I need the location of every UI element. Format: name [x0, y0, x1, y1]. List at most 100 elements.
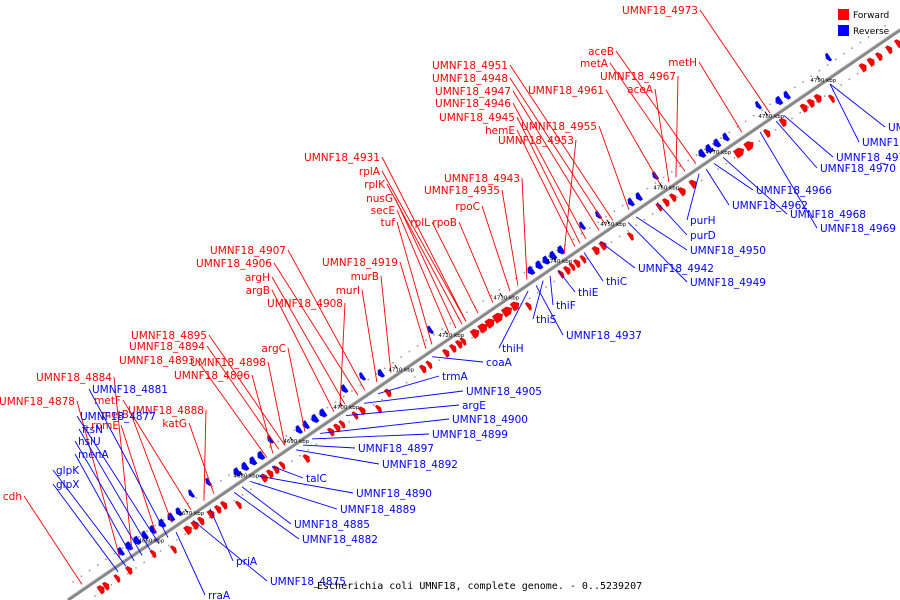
forward-gene-label: rpmE	[91, 420, 119, 432]
reverse-gene-arrow	[755, 100, 763, 110]
forward-gene-label: UMNF18_4888	[128, 405, 204, 417]
spacer-dot	[676, 196, 679, 199]
reverse-gene-arrow	[188, 489, 196, 498]
reverse-gene-label: UMNF18_4976	[888, 122, 900, 134]
reverse-leader-line	[557, 270, 576, 293]
spacer-dot	[228, 474, 230, 477]
reverse-gene-label: UMNF18_4962	[732, 200, 808, 212]
reverse-leader-line	[258, 475, 354, 494]
forward-leader-line	[122, 399, 192, 510]
spacer-dot	[299, 454, 301, 457]
spacer-dot	[621, 204, 624, 207]
reverse-gene-label: UMNF18_4937	[566, 330, 642, 342]
forward-gene-label: rplA	[359, 166, 381, 178]
forward-gene-arrow	[338, 420, 346, 429]
reverse-gene-label: UMNF18_4875	[270, 576, 346, 588]
forward-leader-line	[501, 189, 519, 286]
spacer-dot	[94, 595, 96, 597]
spacer-dot	[110, 583, 113, 586]
reverse-leader-line	[233, 491, 300, 540]
spacer-dot	[528, 297, 531, 300]
forward-gene-arrow	[572, 259, 581, 269]
forward-leader-line	[267, 361, 286, 446]
reverse-gene-arrow	[527, 265, 536, 275]
reverse-gene-label: talC	[306, 473, 327, 485]
spacer-dot	[416, 345, 419, 347]
reverse-gene-label: UMNF18_4970	[820, 163, 896, 175]
forward-gene-label: UMNF18_4967	[600, 71, 676, 83]
spacer-dot	[728, 131, 731, 134]
reverse-gene-label: UMNF18_4974	[862, 137, 900, 149]
forward-gene-label: UMNF18_4935	[424, 185, 500, 197]
reverse-leader-line	[535, 285, 564, 336]
spacer-dot	[348, 421, 351, 423]
forward-leader-line	[287, 347, 306, 432]
reverse-leader-line	[249, 480, 338, 510]
spacer-dot	[851, 47, 854, 50]
forward-leader-line	[203, 409, 207, 501]
scale-tick-mark	[816, 75, 820, 80]
reverse-leader-line	[312, 433, 430, 440]
spacer-dot	[733, 156, 736, 159]
reverse-gene-arrow	[117, 546, 126, 556]
spacer-dot	[162, 519, 165, 521]
forward-gene-label: tuf	[381, 217, 396, 229]
forward-gene-arrow	[484, 318, 495, 329]
scale-tick-label: 4710 kbp	[388, 367, 414, 373]
forward-leader-line	[605, 89, 663, 188]
forward-gene-arrow	[113, 574, 121, 583]
forward-gene-arrow	[477, 323, 488, 334]
spacer-dot	[372, 404, 375, 406]
spacer-dot	[176, 538, 178, 541]
spacer-dot	[340, 426, 342, 429]
forward-gene-arrow	[169, 545, 177, 554]
reverse-leader-line	[52, 483, 119, 573]
reverse-gene-arrow	[775, 95, 784, 106]
reverse-gene-arrow	[133, 535, 142, 545]
spacer-dot	[670, 170, 673, 173]
forward-gene-arrow	[778, 117, 787, 128]
spacer-dot	[105, 558, 107, 561]
scale-tick-label: 4760 kbp	[653, 186, 679, 192]
forward-gene-label: metB	[101, 409, 129, 421]
reverse-leader-line	[705, 168, 730, 206]
forward-leader-line	[381, 156, 467, 322]
forward-leader-line	[512, 102, 587, 240]
reverse-gene-label: UMNF18_4897	[358, 443, 434, 455]
forward-gene-arrow	[206, 509, 215, 520]
forward-leader-line	[399, 261, 427, 349]
spacer-dot	[184, 533, 187, 536]
spacer-dot	[586, 258, 588, 260]
reverse-leader-line	[88, 388, 169, 538]
spacer-dot	[662, 176, 665, 179]
reverse-leader-line	[775, 120, 818, 169]
forward-gene-label: katG	[162, 418, 187, 430]
forward-gene-arrow	[190, 520, 199, 531]
scale-tick-mark	[239, 471, 243, 475]
reverse-leader-line	[759, 131, 818, 229]
forward-gene-label: UMNF18_4906	[196, 258, 272, 270]
legend: Forward Reverse	[838, 9, 890, 37]
reverse-gene-arrow	[233, 467, 242, 477]
reverse-gene-arrow	[713, 138, 722, 148]
forward-leader-line	[509, 77, 607, 226]
scale-tick-label: 4740 kbp	[546, 259, 572, 265]
scale-tick-mark	[144, 536, 148, 540]
forward-gene-label: rpoB	[432, 217, 457, 229]
spacer-dot	[285, 434, 288, 437]
reverse-leader-line	[346, 404, 460, 417]
reverse-gene-arrow	[167, 512, 176, 522]
forward-gene-label: rpoC	[455, 201, 480, 213]
reverse-gene-label: thiC	[606, 276, 627, 288]
spacer-dot	[359, 384, 362, 387]
genome-backbone	[67, 28, 900, 600]
spacer-dot	[703, 148, 706, 151]
genome-backbone-highlight	[67, 27, 900, 599]
reverse-leader-line	[783, 115, 834, 158]
spacer-dot	[211, 485, 214, 488]
reverse-gene-label: UMNF18_4892	[382, 459, 458, 471]
forward-leader-line	[273, 262, 359, 396]
scale-tick-mark	[552, 256, 556, 261]
forward-gene-arrow	[732, 147, 745, 159]
